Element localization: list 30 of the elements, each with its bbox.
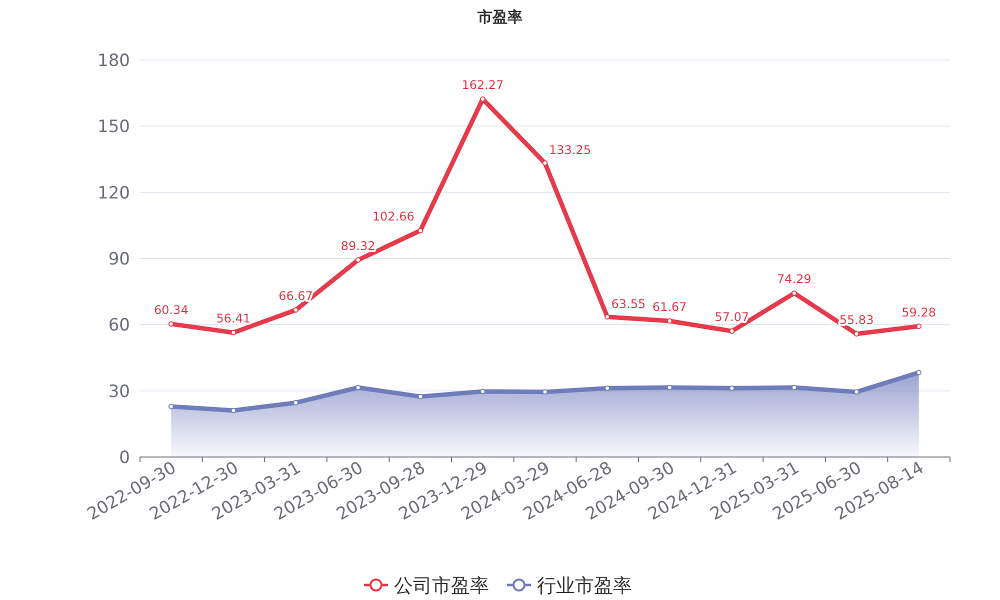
point bbox=[355, 257, 361, 263]
data-label: 63.55 bbox=[611, 296, 646, 311]
data-label: 59.28 bbox=[902, 305, 936, 320]
y-tick-label: 120 bbox=[98, 183, 130, 204]
point bbox=[293, 400, 298, 406]
data-label: 57.07 bbox=[714, 310, 750, 324]
data-label: 162.27 bbox=[462, 78, 504, 92]
chart-title: 市盈率 bbox=[476, 8, 522, 26]
legend-label: 行业市盈率 bbox=[537, 575, 632, 597]
point bbox=[293, 307, 298, 313]
data-label: 66.67 bbox=[278, 288, 313, 303]
data-label: 60.34 bbox=[154, 302, 188, 317]
y-tick-label: 180 bbox=[98, 51, 130, 71]
point bbox=[418, 228, 424, 234]
point bbox=[542, 160, 548, 166]
data-label: 55.83 bbox=[839, 312, 874, 327]
data-label: 61.67 bbox=[652, 300, 687, 314]
y-tick-label: 60 bbox=[108, 316, 130, 336]
point bbox=[792, 290, 797, 296]
y-tick-label: 150 bbox=[98, 117, 130, 138]
y-tick-label: 90 bbox=[108, 250, 130, 270]
y-tick-label: 0 bbox=[119, 448, 130, 468]
point bbox=[916, 370, 922, 376]
data-label: 56.41 bbox=[216, 312, 251, 326]
y-tick-label: 30 bbox=[108, 382, 130, 402]
legend-label: 公司市盈率 bbox=[394, 575, 489, 597]
data-label: 102.66 bbox=[372, 210, 414, 224]
data-label: 133.25 bbox=[549, 143, 591, 158]
data-label: 89.32 bbox=[340, 239, 376, 253]
data-label: 74.29 bbox=[777, 272, 812, 286]
